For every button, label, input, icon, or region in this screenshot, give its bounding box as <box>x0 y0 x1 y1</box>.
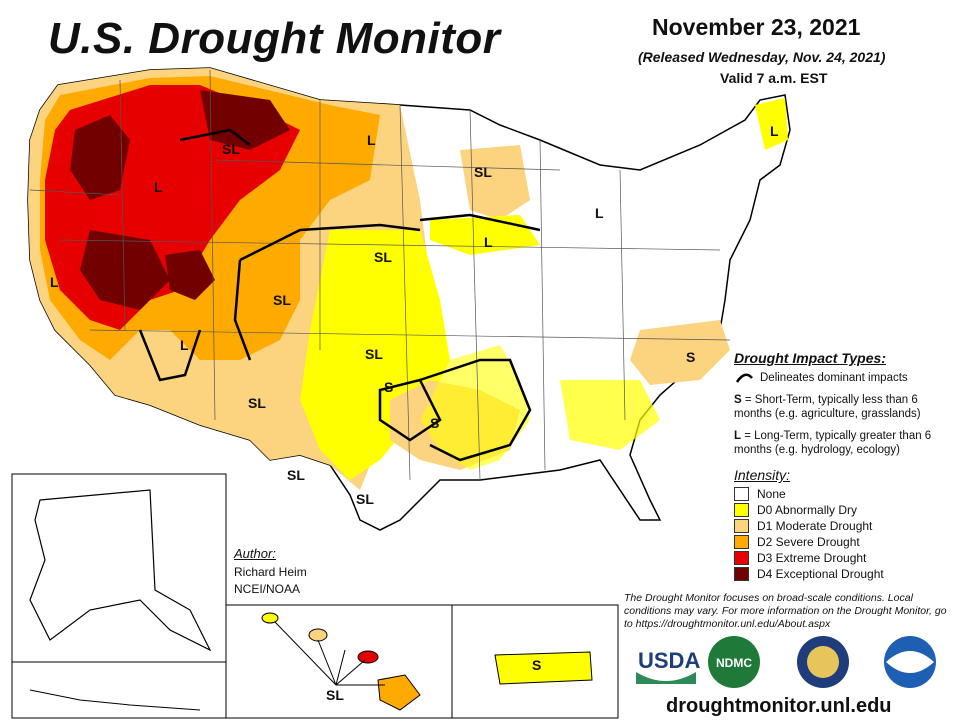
map-label-sl: SL <box>356 491 374 507</box>
map-label-sl: SL <box>248 395 266 411</box>
hawaii-kauai <box>261 612 279 624</box>
map-label-l: L <box>595 205 604 221</box>
noaa-logo: NOAA <box>884 636 936 688</box>
alaska-shape <box>29 489 212 652</box>
author-org: NCEI/NOAA <box>234 582 301 596</box>
long-term-code: L <box>734 430 742 442</box>
svg-text:USDA: USDA <box>638 648 700 673</box>
puerto-rico-shape <box>494 651 593 685</box>
state-lines <box>29 69 731 481</box>
info-note: The Drought Monitor focuses on broad-sca… <box>624 592 947 630</box>
ndmc-logo: NDMC <box>708 636 760 688</box>
drought-map: SL L L SL L L L SL SL L L SL S S S SL SL… <box>11 67 936 719</box>
map-label-sl: SL <box>474 164 492 180</box>
valid-time: Valid 7 a.m. EST <box>720 70 828 86</box>
usda-logo: USDA <box>636 640 700 684</box>
map-label-l: L <box>50 274 59 290</box>
intensity-d3: D3 Extreme Drought <box>734 550 884 566</box>
map-label-l: L <box>154 179 163 195</box>
intensity-none: None <box>734 486 884 502</box>
release-date: (Released Wednesday, Nov. 24, 2021) <box>638 49 886 65</box>
swatch-d3 <box>734 551 749 565</box>
swatch-d2 <box>734 535 749 549</box>
map-label-sl: SL <box>222 141 240 157</box>
aleutian-inset-frame <box>11 661 227 719</box>
map-label-l: L <box>484 234 493 250</box>
d0-southeast <box>560 380 660 450</box>
intensity-legend-heading: Intensity: <box>734 467 791 483</box>
map-label-l: L <box>180 337 189 353</box>
impact-boundaries <box>138 128 541 462</box>
swatch-d1 <box>734 519 749 533</box>
map-label-sl: SL <box>374 249 392 265</box>
intensity-d2: D2 Severe Drought <box>734 534 884 550</box>
map-label-sl: SL <box>287 467 305 483</box>
svg-text:NOAA: NOAA <box>896 659 925 670</box>
commerce-seal <box>797 636 849 688</box>
d1-upper-midwest <box>460 145 530 220</box>
svg-text:NDMC: NDMC <box>716 656 752 670</box>
swatch-none <box>734 487 749 501</box>
map-label-s: S <box>686 349 695 365</box>
intensity-d0: D0 Abnormally Dry <box>734 502 884 518</box>
hawaii-leader-lines <box>274 621 385 686</box>
hawaii-label-sl: SL <box>326 687 344 703</box>
author-heading: Author: <box>234 546 276 561</box>
puerto-rico-label-s: S <box>532 657 541 673</box>
impact-line-desc: Delineates dominant impacts <box>760 372 908 384</box>
d4-utah <box>165 250 215 300</box>
d4-northern-rockies <box>200 90 290 150</box>
d4-great-basin <box>80 230 170 310</box>
map-date: November 23, 2021 <box>652 14 861 40</box>
intensity-legend: None D0 Abnormally Dry D1 Moderate Droug… <box>734 486 884 582</box>
impact-line-sample <box>735 373 753 383</box>
swatch-d4 <box>734 567 749 581</box>
hawaii-maui <box>357 650 379 664</box>
short-term-desc: = Short-Term, typically less than 6 mont… <box>734 394 921 420</box>
map-label-l: L <box>770 123 779 139</box>
hawaii-big-island <box>377 674 421 711</box>
long-term-desc: = Long-Term, typically greater than 6 mo… <box>734 430 932 456</box>
d0-arkansas-louisiana <box>420 345 530 470</box>
impact-legend-heading: Drought Impact Types: <box>734 350 886 366</box>
swatch-d0 <box>734 503 749 517</box>
impact-long-term: L = Long-Term, typically greater than 6 … <box>734 429 954 457</box>
impact-short-term: S = Short-Term, typically less than 6 mo… <box>734 393 954 421</box>
intensity-d4: D4 Exceptional Drought <box>734 566 884 582</box>
d1-carolinas <box>630 320 730 385</box>
d4-pacific-nw <box>70 115 130 200</box>
page-title: U.S. Drought Monitor <box>48 14 501 63</box>
map-label-l: L <box>367 132 376 148</box>
hawaii-oahu <box>308 628 328 642</box>
intensity-d1: D1 Moderate Drought <box>734 518 884 534</box>
author-name: Richard Heim <box>234 565 307 579</box>
map-label-sl: SL <box>273 292 291 308</box>
map-label-sl: SL <box>365 346 383 362</box>
map-label-s: S <box>430 415 439 431</box>
website-link[interactable]: droughtmonitor.unl.edu <box>666 695 892 717</box>
map-label-s: S <box>384 379 393 395</box>
d0-maine <box>755 98 788 150</box>
aleutian-shape <box>29 689 201 711</box>
short-term-code: S <box>734 394 742 406</box>
